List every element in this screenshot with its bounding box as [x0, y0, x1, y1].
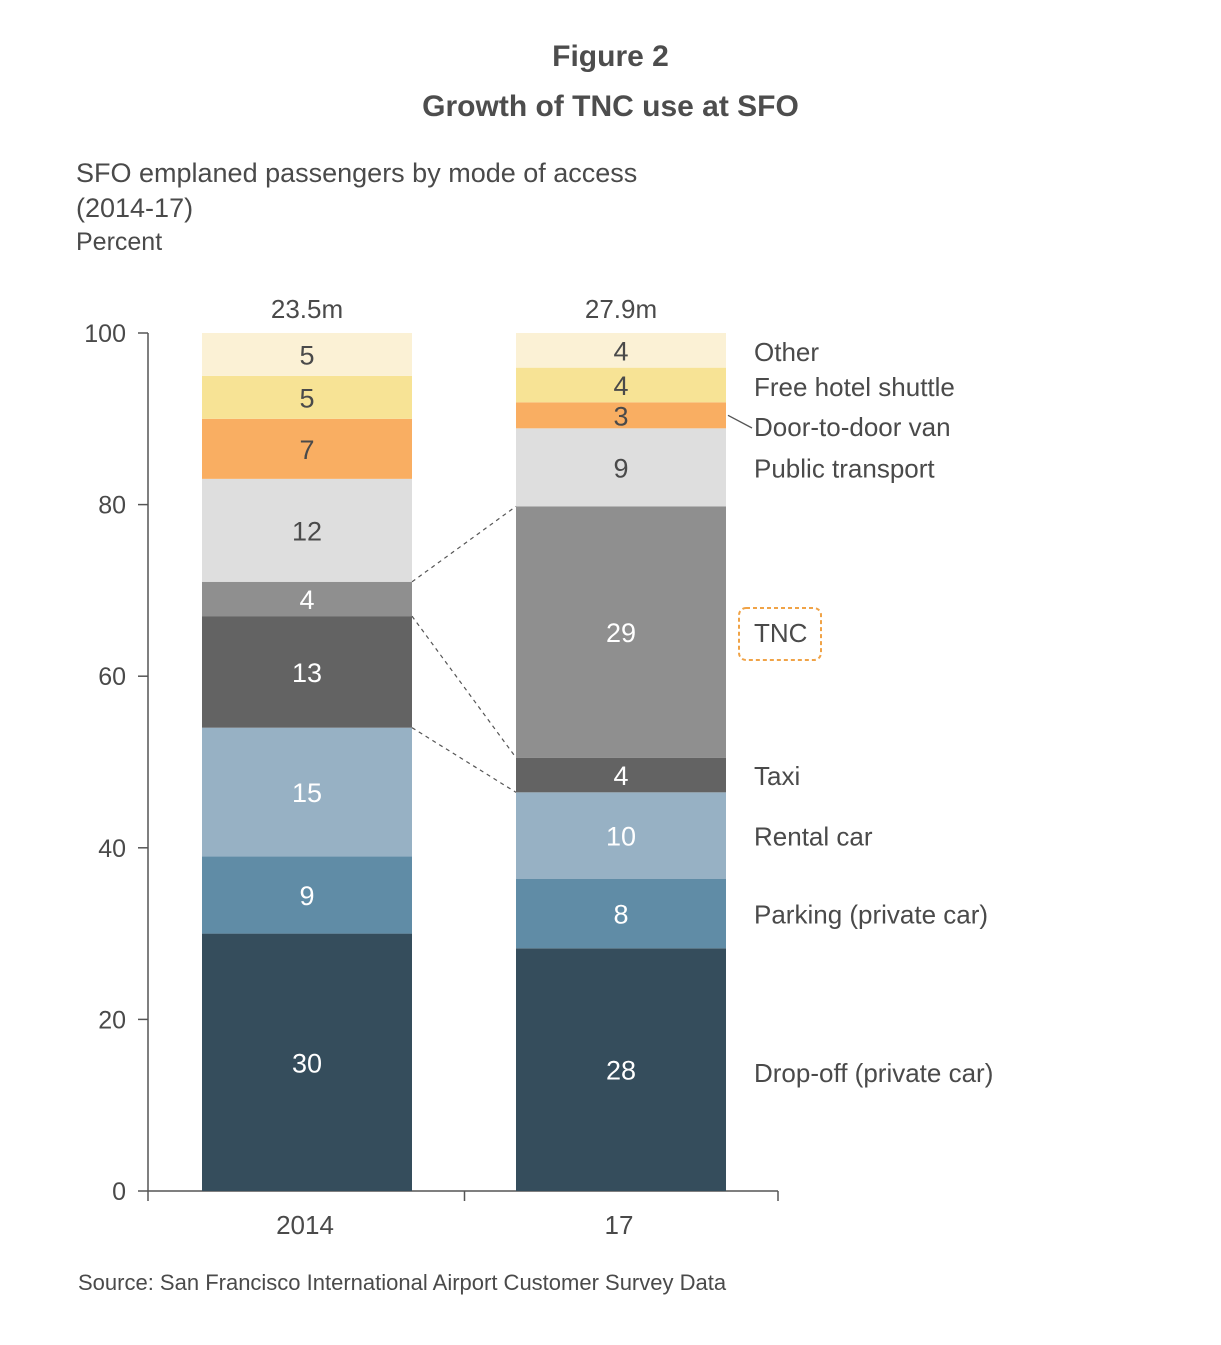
- bar-segment: [202, 333, 412, 376]
- leader-line: [727, 414, 753, 429]
- bar-segment: [516, 333, 726, 368]
- bar-data-label: 12: [292, 516, 322, 546]
- legend-label: Parking (private car): [754, 900, 988, 930]
- bar-data-label: 28: [606, 1056, 636, 1086]
- bar-data-label: 30: [292, 1048, 322, 1078]
- bar-segment: [516, 367, 726, 403]
- bar-data-label: 7: [299, 435, 314, 465]
- legend-label: Door-to-door van: [754, 412, 951, 442]
- bar-segment: [516, 879, 726, 949]
- legend-label: Free hotel shuttle: [754, 372, 955, 402]
- bar-data-label: 13: [292, 658, 322, 688]
- bar-segment: [516, 402, 726, 429]
- y-tick-label: 60: [98, 663, 126, 691]
- bar-segment: [202, 581, 412, 617]
- bar-segment: [202, 616, 412, 728]
- bar-data-label: 10: [606, 822, 636, 852]
- y-unit-label: Percent: [76, 228, 163, 256]
- legend-label: Rental car: [754, 822, 873, 852]
- subtitle-line-1: SFO emplaned passengers by mode of acces…: [76, 158, 638, 188]
- bar-data-label: 9: [299, 881, 314, 911]
- bar-data-label: 29: [606, 618, 636, 648]
- bar-data-label: 3: [613, 401, 628, 431]
- legend-label: Other: [754, 337, 819, 367]
- x-category-label: 17: [605, 1210, 634, 1240]
- connector-line: [411, 727, 517, 793]
- y-tick-label: 100: [84, 320, 126, 348]
- bar-segment: [202, 418, 412, 479]
- bar-segment: [202, 727, 412, 857]
- bar-data-label: 15: [292, 778, 322, 808]
- y-tick-label: 80: [98, 492, 126, 520]
- legend-label: Public transport: [754, 453, 935, 483]
- chart-title: Growth of TNC use at SFO: [422, 90, 799, 123]
- bar-data-label: 4: [613, 761, 628, 791]
- chart-subtitle: SFO emplaned passengers by mode of acces…: [76, 156, 776, 226]
- bar-data-label: 8: [613, 900, 628, 930]
- bar-data-label: 4: [613, 336, 628, 366]
- connector-line: [411, 615, 517, 759]
- connector-line: [411, 505, 517, 583]
- bar-data-label: 5: [299, 340, 314, 370]
- bar-segment: [202, 933, 412, 1191]
- highlight-box: [738, 607, 822, 661]
- bar-data-label: 5: [299, 383, 314, 413]
- y-tick-label: 40: [98, 835, 126, 863]
- figure-label: Figure 2: [552, 40, 669, 73]
- y-tick-label: 20: [98, 1006, 126, 1034]
- source-note: Source: San Francisco International Airp…: [78, 1270, 727, 1295]
- bar-segment: [516, 757, 726, 793]
- bar-segment: [202, 856, 412, 934]
- bar-segment: [516, 506, 726, 758]
- legend-label: TNC: [754, 618, 807, 648]
- bar-segment: [516, 948, 726, 1191]
- bar-segment: [202, 375, 412, 419]
- bar-segment: [516, 428, 726, 507]
- bar-data-label: 4: [299, 585, 314, 615]
- bar-total-label: 23.5m: [271, 294, 343, 324]
- bar-data-label: 4: [613, 371, 628, 401]
- x-category-label: 2014: [276, 1210, 334, 1240]
- bar-segment: [516, 792, 726, 879]
- legend-label: Taxi: [754, 761, 800, 791]
- bar-data-label: 9: [613, 453, 628, 483]
- y-tick-label: 0: [112, 1178, 126, 1206]
- bar-total-label: 27.9m: [585, 294, 657, 324]
- legend-label: Drop-off (private car): [754, 1058, 993, 1088]
- bar-segment: [202, 478, 412, 582]
- subtitle-line-2: (2014-17): [76, 193, 194, 223]
